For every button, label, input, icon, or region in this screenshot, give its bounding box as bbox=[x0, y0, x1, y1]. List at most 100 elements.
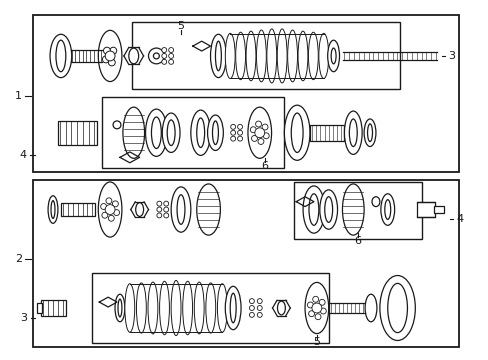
Ellipse shape bbox=[212, 121, 218, 145]
Circle shape bbox=[163, 207, 168, 212]
Ellipse shape bbox=[367, 124, 372, 141]
Circle shape bbox=[258, 139, 264, 144]
Ellipse shape bbox=[122, 107, 144, 158]
Circle shape bbox=[101, 203, 106, 210]
Ellipse shape bbox=[113, 121, 121, 129]
Circle shape bbox=[162, 59, 166, 64]
Circle shape bbox=[112, 201, 118, 207]
Ellipse shape bbox=[342, 184, 364, 235]
Ellipse shape bbox=[171, 187, 190, 232]
Circle shape bbox=[163, 201, 168, 206]
Circle shape bbox=[249, 299, 254, 303]
Ellipse shape bbox=[298, 31, 307, 81]
Ellipse shape bbox=[48, 196, 58, 223]
Bar bbox=[33, 15, 458, 172]
Circle shape bbox=[168, 54, 173, 58]
Ellipse shape bbox=[319, 190, 337, 229]
Bar bbox=[41, 300, 66, 316]
Circle shape bbox=[314, 314, 320, 320]
Ellipse shape bbox=[98, 182, 122, 237]
Ellipse shape bbox=[225, 286, 241, 330]
Bar bbox=[58, 121, 97, 145]
Circle shape bbox=[251, 135, 257, 141]
Circle shape bbox=[320, 308, 325, 314]
Ellipse shape bbox=[308, 194, 318, 225]
Ellipse shape bbox=[177, 195, 184, 224]
Ellipse shape bbox=[235, 32, 245, 80]
Text: 4: 4 bbox=[20, 150, 27, 161]
Bar bbox=[416, 202, 434, 217]
Circle shape bbox=[263, 133, 268, 139]
Ellipse shape bbox=[379, 275, 414, 341]
Ellipse shape bbox=[118, 299, 122, 317]
Ellipse shape bbox=[287, 30, 297, 82]
Circle shape bbox=[257, 312, 262, 318]
Ellipse shape bbox=[324, 197, 332, 222]
Bar bbox=[33, 180, 458, 347]
Circle shape bbox=[308, 311, 314, 317]
Ellipse shape bbox=[384, 200, 390, 219]
Circle shape bbox=[103, 47, 110, 54]
Ellipse shape bbox=[167, 120, 175, 145]
Ellipse shape bbox=[128, 48, 139, 64]
Circle shape bbox=[257, 306, 262, 310]
Ellipse shape bbox=[51, 201, 55, 219]
Ellipse shape bbox=[171, 280, 181, 336]
Circle shape bbox=[237, 136, 242, 141]
Circle shape bbox=[157, 207, 162, 212]
Circle shape bbox=[163, 213, 168, 218]
Ellipse shape bbox=[344, 111, 362, 154]
Text: 6: 6 bbox=[354, 236, 361, 246]
Ellipse shape bbox=[136, 203, 143, 216]
Ellipse shape bbox=[303, 186, 324, 233]
Ellipse shape bbox=[210, 34, 226, 78]
Ellipse shape bbox=[124, 284, 135, 332]
Circle shape bbox=[319, 300, 325, 305]
Circle shape bbox=[168, 59, 173, 64]
Ellipse shape bbox=[148, 48, 164, 64]
Circle shape bbox=[249, 306, 254, 310]
Ellipse shape bbox=[291, 113, 303, 152]
Ellipse shape bbox=[136, 283, 146, 333]
Bar bbox=[37, 303, 42, 313]
Circle shape bbox=[162, 48, 166, 53]
Ellipse shape bbox=[380, 194, 394, 225]
Circle shape bbox=[108, 215, 114, 221]
Bar bbox=[433, 206, 443, 213]
Circle shape bbox=[237, 130, 242, 135]
Circle shape bbox=[237, 124, 242, 129]
Text: 1: 1 bbox=[15, 91, 22, 101]
Circle shape bbox=[255, 121, 261, 127]
Ellipse shape bbox=[190, 110, 210, 156]
Ellipse shape bbox=[153, 53, 159, 59]
Circle shape bbox=[157, 213, 162, 218]
Ellipse shape bbox=[225, 33, 235, 78]
Ellipse shape bbox=[277, 301, 285, 315]
Text: 5: 5 bbox=[313, 337, 320, 347]
Ellipse shape bbox=[183, 281, 192, 335]
Bar bbox=[309, 125, 344, 141]
Circle shape bbox=[254, 128, 264, 138]
Ellipse shape bbox=[50, 34, 72, 78]
Ellipse shape bbox=[148, 282, 158, 334]
Ellipse shape bbox=[327, 40, 339, 72]
Ellipse shape bbox=[217, 284, 227, 332]
Bar bbox=[131, 22, 399, 89]
Circle shape bbox=[105, 51, 115, 61]
Ellipse shape bbox=[308, 32, 318, 80]
Ellipse shape bbox=[387, 283, 407, 333]
Ellipse shape bbox=[98, 30, 122, 82]
Ellipse shape bbox=[215, 41, 221, 71]
Circle shape bbox=[230, 124, 235, 129]
Circle shape bbox=[105, 204, 115, 215]
Ellipse shape bbox=[364, 119, 375, 147]
Circle shape bbox=[250, 127, 256, 133]
Ellipse shape bbox=[151, 117, 161, 148]
Circle shape bbox=[311, 303, 321, 313]
Text: 2: 2 bbox=[15, 254, 22, 264]
Circle shape bbox=[108, 59, 115, 66]
Ellipse shape bbox=[365, 294, 376, 322]
Text: 6: 6 bbox=[261, 161, 267, 171]
Circle shape bbox=[168, 48, 173, 53]
Ellipse shape bbox=[196, 118, 204, 148]
